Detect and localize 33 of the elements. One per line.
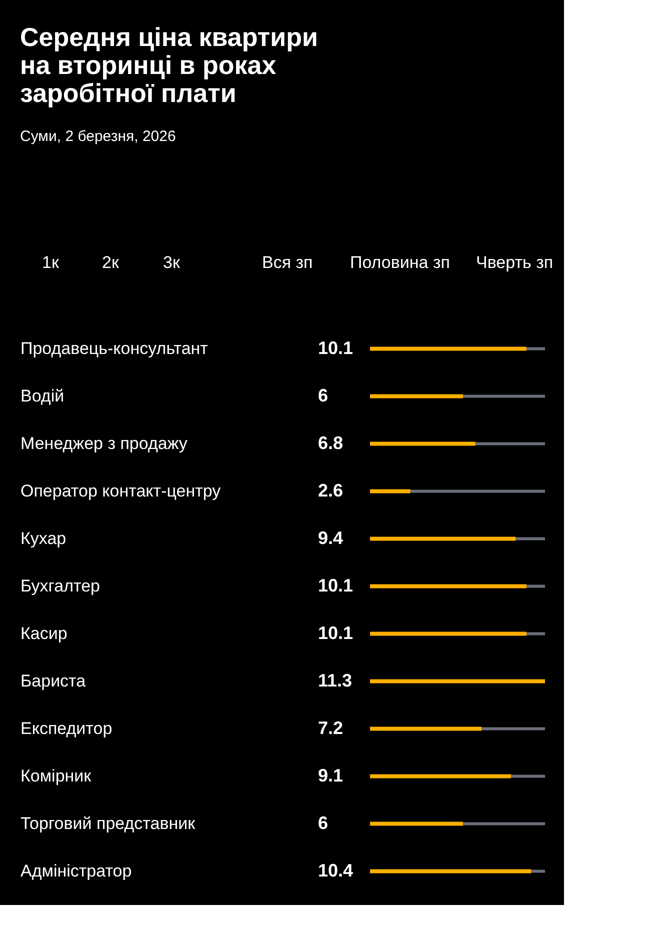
data-label: 6 (318, 812, 328, 833)
y-tick-label: Кухар (20, 528, 66, 548)
y-tick-label: Касир (20, 624, 68, 643)
text: 2к (102, 253, 120, 272)
text: Половина зп (350, 253, 450, 272)
data-label: 10.4 (318, 860, 354, 880)
y-tick-label: Бариста (20, 671, 86, 690)
y-tick-label: Експедитор (20, 718, 112, 738)
data-label: 9.1 (318, 765, 344, 786)
y-tick-label: Продавець-консультант (20, 338, 208, 358)
data-label: 6 (318, 385, 328, 406)
y-tick-label: Торговий представник (20, 814, 196, 833)
chart-title: Середня ціна квартири на вторинці в роках заробітної плати (20, 22, 318, 108)
text: Вся зп (262, 253, 313, 272)
data-label: 10.1 (318, 575, 354, 596)
text: 1к (42, 253, 60, 272)
y-tick-label: Оператор контакт-центру (20, 481, 222, 500)
text: Чверть зп (476, 253, 554, 272)
data-label: 9.4 (318, 528, 344, 548)
y-tick-label: Бухгалтер (20, 576, 100, 596)
text: Суми, 2 березня, 2026 (20, 128, 176, 145)
data-label: 7.2 (318, 718, 344, 738)
data-label: 11.3 (318, 670, 352, 690)
data-label: 2.6 (318, 480, 344, 500)
data-label: 6.8 (318, 432, 344, 453)
bar (370, 489, 410, 494)
y-tick-label: Менеджер з продажу (20, 434, 188, 453)
y-tick-label: Водій (20, 386, 64, 406)
data-label: 10.1 (318, 622, 354, 643)
y-tick-label: Адміністратор (20, 861, 132, 880)
data-label: 10.1 (318, 338, 354, 358)
y-tick-label: Комірник (20, 766, 92, 786)
text: 3к (163, 253, 180, 272)
